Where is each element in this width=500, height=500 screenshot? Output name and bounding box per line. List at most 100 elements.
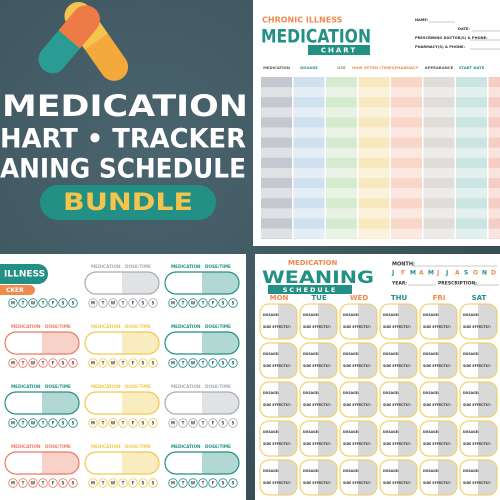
cell-shade bbox=[278, 421, 297, 456]
row-band bbox=[488, 167, 500, 178]
card-body bbox=[4, 331, 80, 355]
day-circle bbox=[108, 478, 118, 488]
row-band bbox=[326, 188, 357, 199]
tracker-title: ILLNESS bbox=[4, 270, 45, 280]
card-body bbox=[84, 331, 160, 355]
month-letter: S bbox=[464, 270, 468, 277]
day-letter: T bbox=[42, 300, 45, 305]
day-letter: M bbox=[91, 420, 95, 425]
dosage-label: DOSAGE: bbox=[463, 391, 479, 395]
day-letter: S bbox=[62, 480, 65, 485]
day-circle bbox=[8, 358, 18, 368]
day-circle bbox=[58, 298, 68, 308]
dosage-label: DOSAGE: bbox=[463, 313, 479, 317]
day-circle bbox=[228, 418, 238, 428]
cell-shade bbox=[398, 382, 417, 417]
day-letter: F bbox=[212, 360, 215, 365]
day-letter: S bbox=[72, 360, 75, 365]
card-shade bbox=[122, 392, 159, 414]
cell-shade bbox=[478, 343, 497, 378]
dosage-label: DOSAGE: bbox=[263, 352, 279, 356]
row-band bbox=[358, 107, 390, 118]
month-letter: A bbox=[419, 270, 424, 277]
day-letter: M bbox=[91, 300, 95, 305]
day-letter: W bbox=[111, 480, 116, 485]
side-effects-label: SIDE EFFECTS?: bbox=[463, 364, 491, 368]
day-circle bbox=[138, 298, 148, 308]
row-band bbox=[488, 228, 500, 239]
day-letter: S bbox=[222, 300, 225, 305]
chart-title: MEDICATION bbox=[261, 26, 371, 48]
card-shade bbox=[122, 272, 159, 294]
day-circle bbox=[198, 358, 208, 368]
row-band bbox=[488, 107, 500, 118]
day-circle bbox=[188, 298, 198, 308]
day-letter: S bbox=[232, 420, 235, 425]
day-letter: S bbox=[152, 300, 155, 305]
day-letter: W bbox=[191, 300, 196, 305]
banner-line: HART • TRACKER bbox=[0, 124, 246, 155]
tracker-title-bar2 bbox=[0, 285, 35, 295]
day-letter: S bbox=[222, 480, 225, 485]
card-medication: MEDICATION bbox=[91, 264, 121, 269]
side-effects-label: SIDE EFFECTS?: bbox=[423, 364, 451, 368]
day-letter: W bbox=[31, 480, 36, 485]
side-effects-label: SIDE EFFECTS?: bbox=[303, 481, 331, 485]
row-band bbox=[391, 188, 422, 199]
cell-shade bbox=[318, 304, 337, 339]
day-circle bbox=[178, 418, 188, 428]
cell-shade bbox=[278, 382, 297, 417]
day-circle bbox=[208, 478, 218, 488]
cell-shade bbox=[438, 304, 457, 339]
day-circle bbox=[178, 298, 188, 308]
day-letter: W bbox=[31, 360, 36, 365]
side-effects-label: SIDE EFFECTS?: bbox=[263, 325, 291, 329]
row-band bbox=[358, 147, 390, 158]
field-label: DATE: bbox=[458, 27, 470, 31]
day-letter: S bbox=[222, 360, 225, 365]
row-band bbox=[261, 127, 292, 138]
month-letter: A bbox=[455, 270, 460, 277]
cell-shade bbox=[398, 304, 417, 339]
day-letter: F bbox=[212, 420, 215, 425]
day-circle bbox=[68, 358, 78, 368]
day-letter: S bbox=[62, 420, 65, 425]
card-body bbox=[84, 391, 160, 415]
card-body bbox=[164, 331, 240, 355]
row-band bbox=[423, 228, 455, 239]
weaning-kicker: MEDICATION bbox=[288, 259, 338, 267]
day-circle bbox=[228, 358, 238, 368]
dosage-label: DOSAGE: bbox=[383, 430, 399, 434]
dosage-label: DOSAGE: bbox=[263, 313, 279, 317]
card-shade bbox=[42, 452, 79, 474]
day-letter: T bbox=[22, 360, 25, 365]
cell-shade bbox=[318, 382, 337, 417]
dosage-label: DOSAGE: bbox=[303, 313, 319, 317]
cell-shade bbox=[318, 421, 337, 456]
day-letter: T bbox=[42, 420, 45, 425]
row-band bbox=[456, 167, 487, 178]
side-effects-label: SIDE EFFECTS?: bbox=[383, 481, 411, 485]
day-circle bbox=[168, 358, 178, 368]
day-letter: S bbox=[232, 300, 235, 305]
side-effects-label: SIDE EFFECTS?: bbox=[423, 403, 451, 407]
chart-subtitle: CHART bbox=[321, 47, 357, 55]
month-letter: F bbox=[401, 270, 405, 277]
card-medication: MEDICATION bbox=[11, 384, 41, 389]
day-letter: M bbox=[171, 480, 175, 485]
month-letter: O bbox=[473, 270, 478, 277]
column-stripe bbox=[261, 77, 292, 239]
card-shade bbox=[202, 452, 239, 474]
column-stripe bbox=[326, 77, 357, 239]
day-letter: S bbox=[142, 420, 145, 425]
card-medication: MEDICATION bbox=[11, 444, 41, 449]
side-effects-label: SIDE EFFECTS?: bbox=[343, 325, 371, 329]
cell-shade bbox=[318, 460, 337, 495]
card-dose: DOSE/TIME bbox=[125, 264, 151, 269]
row-band bbox=[293, 167, 325, 178]
dosage-label: DOSAGE: bbox=[383, 469, 399, 473]
side-effects-label: SIDE EFFECTS?: bbox=[303, 403, 331, 407]
cell-shade bbox=[318, 343, 337, 378]
day-letter: S bbox=[152, 420, 155, 425]
